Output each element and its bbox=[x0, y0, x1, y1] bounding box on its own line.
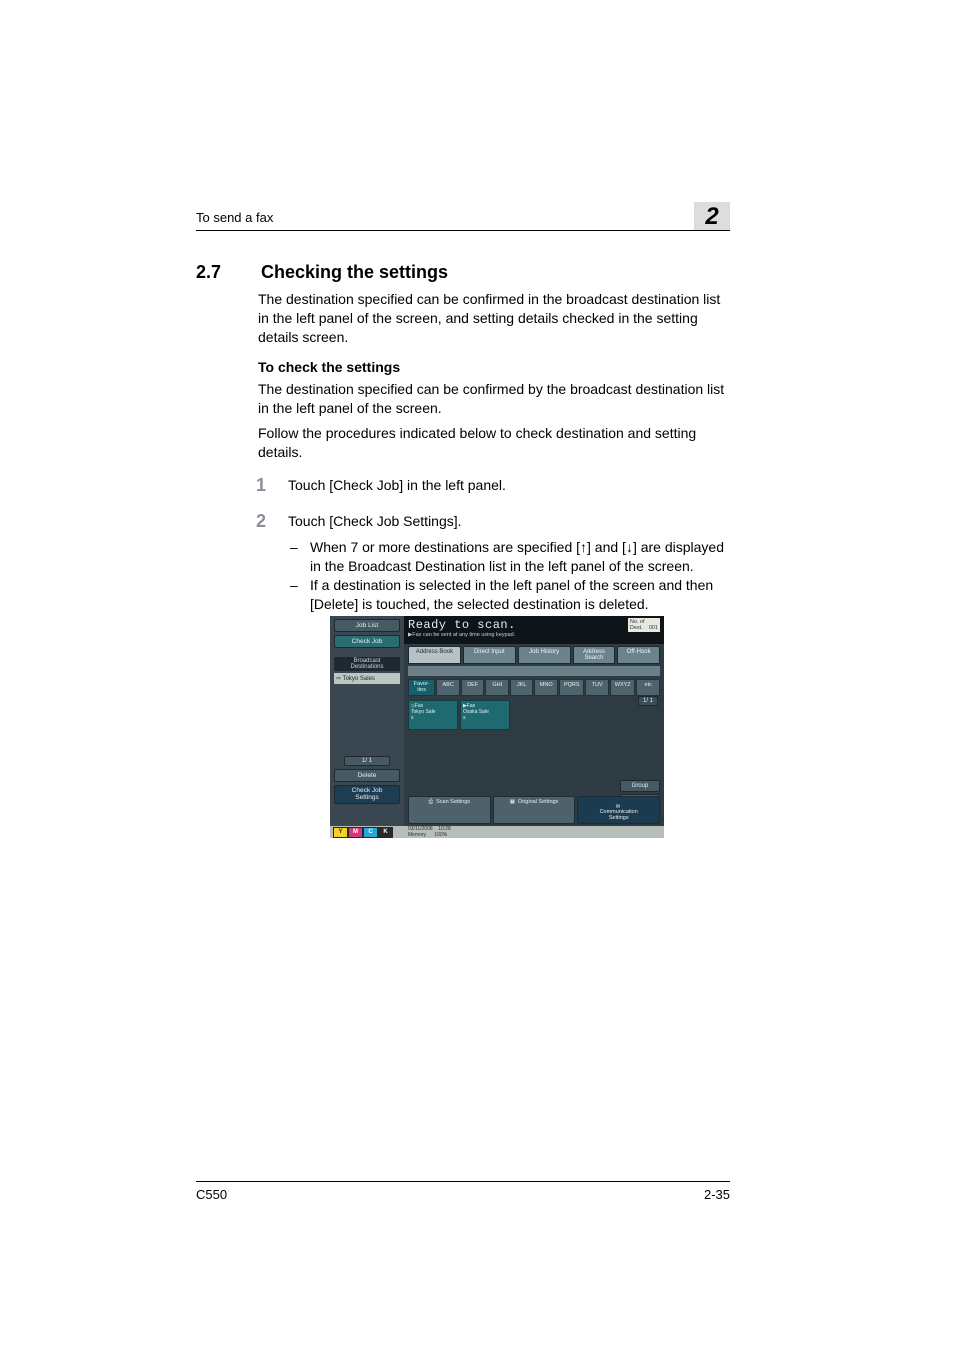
tab-original-settings[interactable]: ▦ Original Settings bbox=[493, 796, 576, 824]
intro-paragraph: The destination specified can be confirm… bbox=[258, 290, 730, 347]
alpha-abc[interactable]: ABC bbox=[436, 679, 460, 696]
bullet-1-text: When 7 or more destinations are specifie… bbox=[310, 539, 724, 574]
step-2-text: Touch [Check Job Settings]. bbox=[288, 512, 730, 531]
chapter-number-box: 2 bbox=[694, 202, 730, 231]
memory-label: Memory bbox=[408, 832, 426, 838]
toner-c-icon: C bbox=[363, 827, 378, 838]
original-settings-label: Original Settings bbox=[518, 799, 558, 805]
right-page-indicator: 1/ 1 bbox=[638, 696, 658, 706]
alpha-favorites[interactable]: Favor- ites bbox=[408, 679, 435, 696]
bullet-2-text: If a destination is selected in the left… bbox=[310, 577, 713, 612]
alpha-filter-row: Favor- ites ABC DEF GHI JKL MNO PQRS TUV… bbox=[404, 676, 664, 698]
sub-bar bbox=[408, 666, 660, 676]
main-panel: Ready to scan. ▶Fax can be sent at any t… bbox=[404, 616, 664, 838]
group-button[interactable]: Group bbox=[620, 780, 660, 792]
broadcast-destinations-label: Broadcast Destinations bbox=[334, 657, 400, 671]
address-card-1[interactable]: ◇Fax Tokyo Sale s bbox=[408, 700, 458, 730]
header-rule bbox=[196, 230, 730, 231]
top-tab-row: Address Book Direct Input Job History Ad… bbox=[404, 644, 664, 666]
dest-count-badge: No. of Dest. 001 bbox=[628, 618, 660, 632]
title-text: Ready to scan. bbox=[408, 618, 660, 632]
footer-model: C550 bbox=[196, 1187, 227, 1202]
tab-off-hook[interactable]: Off-Hook bbox=[617, 646, 660, 664]
tab-scan-settings[interactable]: ⎙ Scan Settings bbox=[408, 796, 491, 824]
footer-page-number: 2-35 bbox=[704, 1187, 730, 1202]
address-cards: ◇Fax Tokyo Sale s ▶Fax Osaka Sale s bbox=[404, 698, 664, 732]
tab-job-history[interactable]: Job History bbox=[518, 646, 571, 664]
badge-label: No. of Dest. bbox=[630, 619, 645, 631]
toner-k-icon: K bbox=[378, 827, 393, 838]
scan-icon: ⎙ bbox=[429, 799, 433, 805]
section-heading: 2.7 Checking the settings bbox=[196, 262, 448, 283]
card-2-suffix: s bbox=[463, 715, 507, 721]
bullet-2: – If a destination is selected in the le… bbox=[310, 576, 730, 614]
alpha-ghi[interactable]: GHI bbox=[485, 679, 509, 696]
section-number: 2.7 bbox=[196, 262, 256, 283]
alpha-etc[interactable]: etc bbox=[636, 679, 660, 696]
paragraph-2: The destination specified can be confirm… bbox=[258, 380, 730, 418]
bullet-dash-icon: – bbox=[290, 576, 298, 595]
tab-communication-settings[interactable]: ✉ Communication Settings bbox=[577, 796, 660, 824]
bullet-1: – When 7 or more destinations are specif… bbox=[310, 538, 730, 576]
status-meta: 03/11/2008 10:28 Memory 100% bbox=[408, 826, 451, 838]
alpha-pqrs[interactable]: PQRS bbox=[559, 679, 584, 696]
delete-button[interactable]: Delete bbox=[334, 769, 400, 782]
badge-value: 001 bbox=[649, 625, 658, 631]
device-screenshot: Job List Check Job Broadcast Destination… bbox=[330, 616, 664, 838]
title-bar: Ready to scan. ▶Fax can be sent at any t… bbox=[404, 616, 664, 644]
alpha-jkl[interactable]: JKL bbox=[510, 679, 534, 696]
tab-address-search[interactable]: Address Search bbox=[573, 646, 616, 664]
sub-heading: To check the settings bbox=[258, 358, 730, 377]
card-1-suffix: s bbox=[411, 715, 455, 721]
chapter-number: 2 bbox=[705, 203, 718, 230]
step-1-text: Touch [Check Job] in the left panel. bbox=[288, 476, 730, 495]
step-1-number: 1 bbox=[256, 473, 280, 497]
original-icon: ▦ bbox=[510, 799, 515, 805]
alpha-tuv[interactable]: TUV bbox=[585, 679, 609, 696]
paragraph-3: Follow the procedures indicated below to… bbox=[258, 424, 730, 462]
left-page-indicator: 1/ 1 bbox=[344, 756, 390, 766]
step-2: 2 Touch [Check Job Settings]. bbox=[258, 512, 730, 531]
tab-address-book[interactable]: Address Book bbox=[408, 646, 461, 664]
left-panel: Job List Check Job Broadcast Destination… bbox=[330, 616, 404, 838]
step-2-number: 2 bbox=[256, 509, 280, 533]
memory-value: 100% bbox=[434, 832, 447, 838]
section-title: Checking the settings bbox=[261, 262, 448, 282]
address-card-2[interactable]: ▶Fax Osaka Sale s bbox=[460, 700, 510, 730]
toner-indicators: Y M C K bbox=[333, 827, 393, 838]
toner-m-icon: M bbox=[348, 827, 363, 838]
alpha-mno[interactable]: MNO bbox=[534, 679, 558, 696]
toner-y-icon: Y bbox=[333, 827, 348, 838]
bullet-dash-icon: – bbox=[290, 538, 298, 557]
bottom-tab-row: ⎙ Scan Settings ▦ Original Settings ✉ Co… bbox=[408, 796, 660, 824]
running-head: To send a fax bbox=[196, 210, 273, 225]
subtitle-text: ▶Fax can be sent at any time using keypa… bbox=[408, 632, 660, 638]
scan-settings-label: Scan Settings bbox=[436, 799, 470, 805]
alpha-wxyz[interactable]: WXYZ bbox=[610, 679, 635, 696]
status-bar: Y M C K 03/11/2008 10:28 Memory 100% bbox=[330, 826, 664, 838]
communication-settings-label: Communication Settings bbox=[600, 809, 638, 821]
job-list-button[interactable]: Job List bbox=[334, 619, 400, 632]
check-job-button[interactable]: Check Job bbox=[334, 635, 400, 648]
footer-rule bbox=[196, 1181, 730, 1182]
check-job-settings-button[interactable]: Check Job Settings bbox=[334, 785, 400, 804]
destination-item[interactable]: ⇨ Tokyo Sales bbox=[334, 673, 400, 684]
step-1: 1 Touch [Check Job] in the left panel. bbox=[258, 476, 730, 495]
tab-direct-input[interactable]: Direct Input bbox=[463, 646, 516, 664]
alpha-def[interactable]: DEF bbox=[461, 679, 485, 696]
